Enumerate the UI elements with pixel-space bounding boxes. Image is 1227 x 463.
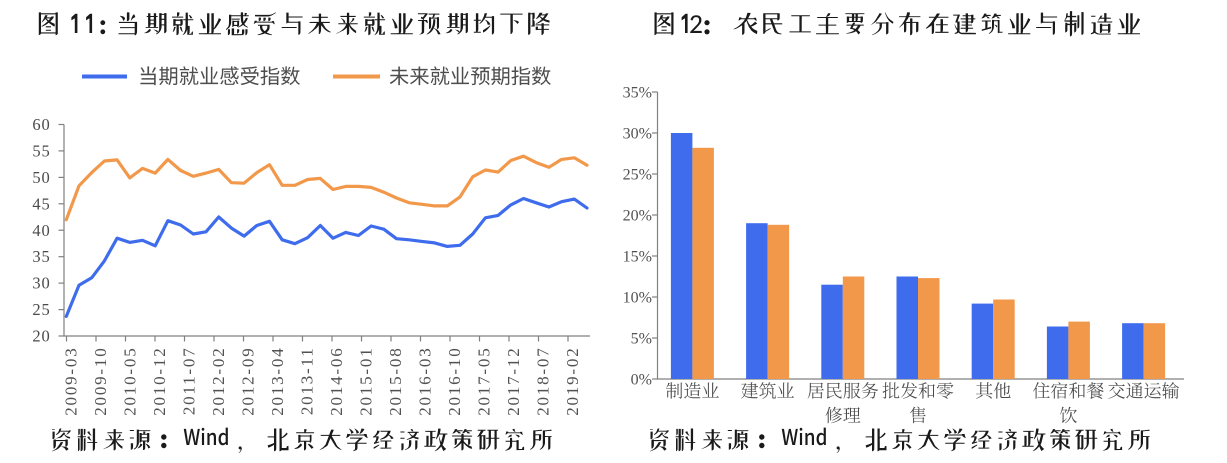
svg-text:15%: 15% [623, 249, 652, 266]
svg-text:2012-02: 2012-02 [209, 347, 228, 416]
svg-text:2019-02: 2019-02 [563, 347, 582, 416]
svg-text:30: 30 [32, 274, 50, 293]
svg-text:2016-03: 2016-03 [416, 347, 435, 416]
svg-text:25: 25 [32, 300, 50, 319]
svg-text:40: 40 [32, 221, 50, 240]
svg-text:50: 50 [32, 168, 50, 187]
svg-text:0%: 0% [631, 372, 652, 389]
svg-text:20%: 20% [623, 208, 652, 225]
svg-text:2010-12: 2010-12 [150, 347, 169, 416]
svg-text:2013-11: 2013-11 [298, 347, 317, 416]
svg-text:2013-04: 2013-04 [268, 347, 287, 416]
svg-text:25%: 25% [623, 167, 652, 184]
svg-text:2009-10: 2009-10 [91, 347, 110, 416]
svg-text:2009-03: 2009-03 [62, 347, 81, 416]
svg-text:2015-01: 2015-01 [357, 347, 376, 416]
svg-text:2012-09: 2012-09 [239, 347, 258, 416]
svg-text:2016-10: 2016-10 [445, 347, 464, 416]
svg-text:55: 55 [32, 141, 50, 160]
svg-text:5%: 5% [631, 331, 652, 348]
svg-text:2010-05: 2010-05 [121, 347, 140, 416]
svg-text:35: 35 [32, 247, 50, 266]
svg-text:2015-08: 2015-08 [386, 347, 405, 416]
svg-text:20: 20 [32, 327, 50, 346]
svg-text:35%: 35% [623, 85, 652, 102]
svg-text:60: 60 [32, 115, 50, 134]
svg-text:10%: 10% [623, 290, 652, 307]
svg-text:45: 45 [32, 194, 50, 213]
svg-text:2018-07: 2018-07 [534, 347, 553, 416]
svg-text:2011-07: 2011-07 [180, 347, 199, 416]
svg-text:2014-06: 2014-06 [327, 347, 346, 416]
svg-text:2017-05: 2017-05 [475, 347, 494, 416]
svg-text:2017-12: 2017-12 [504, 347, 523, 416]
svg-text:30%: 30% [623, 126, 652, 143]
